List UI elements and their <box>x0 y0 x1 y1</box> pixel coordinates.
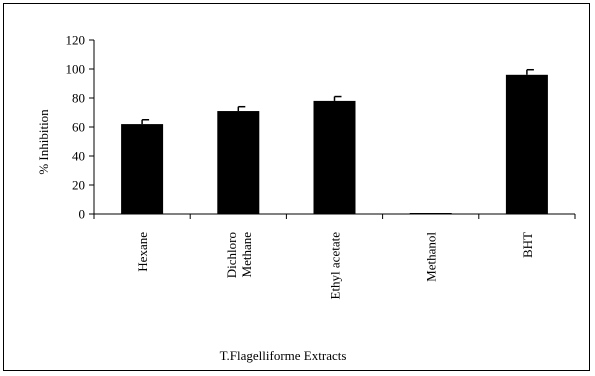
y-tick-label: 0 <box>79 207 86 222</box>
chart-frame <box>3 3 590 371</box>
y-tick-label: 20 <box>72 178 85 193</box>
category-labels: Hexane Dichloro Methane Ethyl acetate Methan… <box>135 232 535 300</box>
category-label: Ethyl acetate <box>328 232 343 300</box>
y-tick-label: 60 <box>72 120 85 135</box>
bar <box>409 213 452 214</box>
error-bars <box>141 68 534 125</box>
bar <box>217 111 260 214</box>
category-label: BHT <box>520 232 535 258</box>
y-tick-label: 80 <box>72 91 85 106</box>
y-tick-label: 40 <box>72 149 85 164</box>
category-label: Hexane <box>135 232 150 272</box>
y-axis: 0 20 40 60 80 100 120 <box>66 33 95 222</box>
bars <box>121 74 548 214</box>
category-label: Dichloro <box>224 232 239 278</box>
bar <box>313 100 356 214</box>
x-axis-title: T.Flagelliforme Extracts <box>220 348 347 363</box>
bar <box>505 74 548 214</box>
y-axis-title: % Inhibition <box>36 109 51 175</box>
y-tick-label: 120 <box>66 33 86 48</box>
category-label: Methane <box>239 232 254 278</box>
y-tick-label: 100 <box>66 62 86 77</box>
x-axis <box>93 213 576 219</box>
bar <box>121 124 164 214</box>
category-label: Methanol <box>424 232 439 282</box>
